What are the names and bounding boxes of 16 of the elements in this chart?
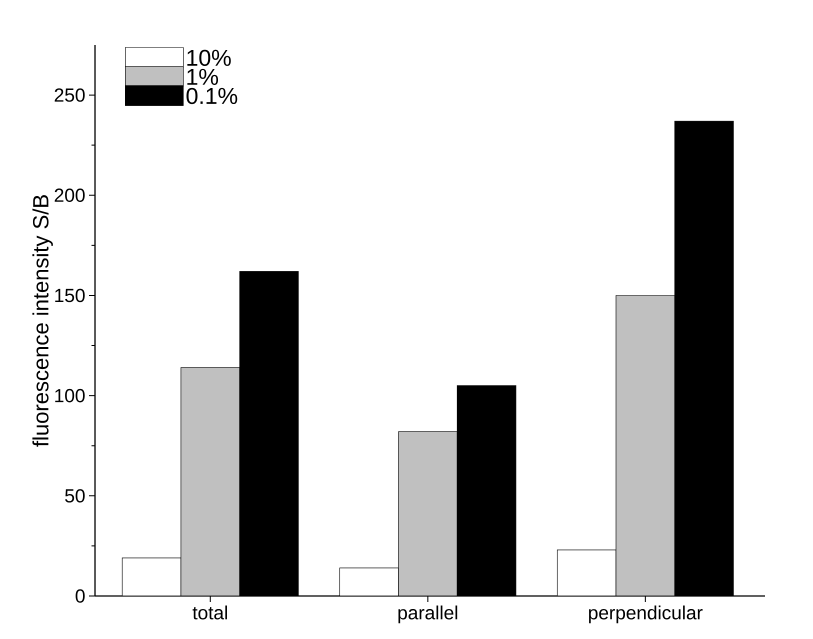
x-tick-label: perpendicular [589, 606, 703, 624]
y-axis-title: fluorescence intensity S/B [32, 195, 53, 447]
x-tick-label: parallel [398, 606, 458, 624]
y-tick-label: 150 [55, 288, 85, 302]
legend-label: 10% [187, 50, 231, 66]
y-tick-label: 200 [54, 188, 85, 202]
legend-label: 0.1% [186, 88, 238, 104]
legend-label: 1% [187, 68, 218, 85]
bar [616, 295, 676, 596]
y-tick-label: 100 [55, 388, 85, 402]
bar [180, 367, 240, 596]
bar [398, 431, 458, 596]
y-tick-label: 50 [65, 489, 85, 503]
y-tick-label: 250 [54, 88, 85, 102]
y-tick-label: 0 [76, 589, 85, 603]
x-tick-label: total [192, 606, 227, 620]
